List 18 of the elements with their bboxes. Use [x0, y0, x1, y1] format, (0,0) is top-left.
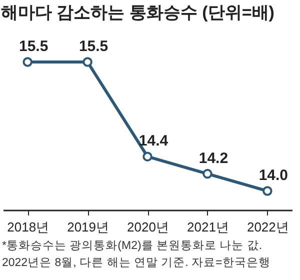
x-tick-label: 2019년	[67, 220, 109, 234]
data-label: 14.4	[138, 132, 169, 150]
point	[22, 57, 32, 67]
point	[82, 57, 92, 67]
data-label: 14.2	[198, 150, 228, 167]
data-label: 14.0	[258, 167, 288, 184]
x-tick-label: 2018년	[7, 220, 50, 234]
data-label: 15.5	[18, 38, 48, 55]
chart-title: 해마다 감소하는 통화승수 (단위=배)	[1, 3, 274, 22]
x-tick-label: 2021년	[187, 220, 229, 234]
x-tick-label: 2020년	[127, 220, 169, 234]
text: *통화승수는 광의통화(M2)를 본원통화로 나눈 값.	[2, 240, 262, 252]
data-label: 15.5	[78, 38, 108, 55]
text: 2022년은 8월, 다른 해는 연말 기준. 자료=한국은행	[2, 257, 270, 269]
point	[202, 168, 212, 179]
x-tick-label: 2022년	[246, 220, 289, 234]
point	[142, 152, 152, 162]
point	[262, 186, 272, 196]
